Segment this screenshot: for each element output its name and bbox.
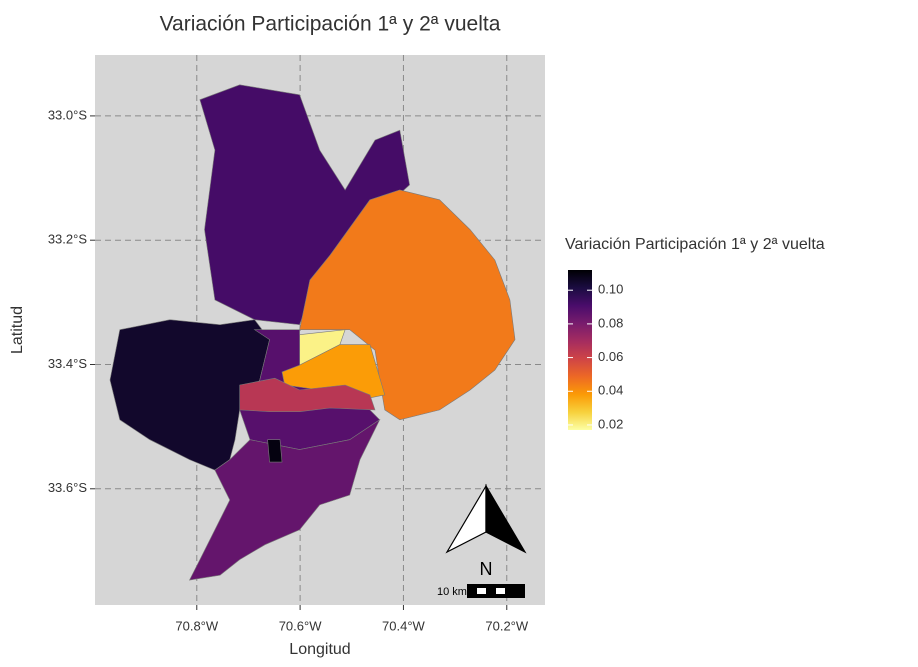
region bbox=[267, 439, 283, 463]
colorbar-label: 0.08 bbox=[598, 315, 623, 330]
x-tick-label: 70.6°W bbox=[279, 618, 323, 633]
north-label: N bbox=[480, 559, 493, 579]
colorbar bbox=[568, 270, 592, 430]
chart-title: Variación Participación 1ª y 2ª vuelta bbox=[160, 13, 501, 36]
region bbox=[188, 418, 381, 581]
y-tick-label: 33.0°S bbox=[48, 107, 88, 122]
legend-title: Variación Participación 1ª y 2ª vuelta bbox=[565, 236, 825, 253]
y-tick-label: 33.4°S bbox=[48, 356, 88, 371]
x-tick-label: 70.4°W bbox=[382, 618, 426, 633]
y-tick-label: 33.6°S bbox=[48, 480, 88, 495]
scale-label: 10 km bbox=[437, 586, 467, 598]
x-tick-label: 70.8°W bbox=[175, 618, 219, 633]
colorbar-label: 0.04 bbox=[598, 383, 623, 398]
colorbar-label: 0.10 bbox=[598, 282, 623, 297]
colorbar-label: 0.06 bbox=[598, 349, 623, 364]
y-tick-label: 33.2°S bbox=[48, 232, 88, 247]
region bbox=[109, 319, 270, 471]
scale-bar: 10 km bbox=[437, 584, 525, 598]
legend: 0.10 0.08 0.06 0.04 0.02 bbox=[568, 270, 623, 431]
x-axis-title: Longitud bbox=[289, 641, 350, 658]
regions bbox=[109, 84, 516, 581]
region bbox=[239, 377, 376, 412]
x-tick-label: 70.2°W bbox=[485, 618, 529, 633]
north-arrow: N bbox=[445, 483, 527, 579]
axes: 70.8°W 70.6°W 70.4°W 70.2°W 33.0°S 33.2°S 33.4… bbox=[48, 107, 529, 633]
y-axis-title: Latitud bbox=[9, 306, 26, 354]
colorbar-label: 0.02 bbox=[598, 416, 623, 431]
